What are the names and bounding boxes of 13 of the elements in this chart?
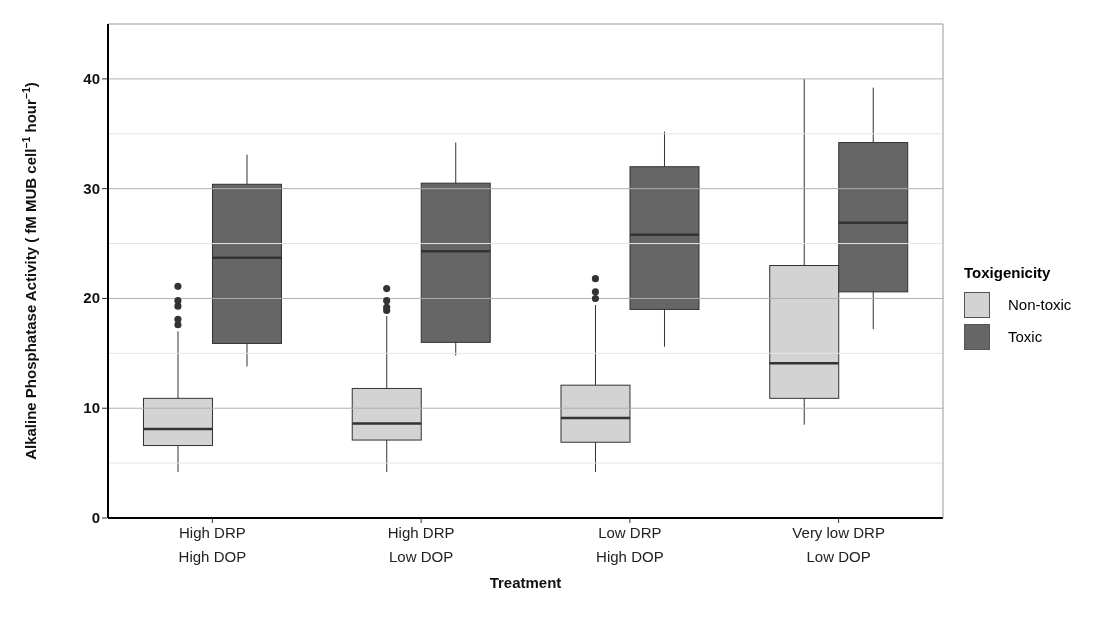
y-tick-label: 10 — [83, 399, 100, 417]
x-axis-title: Treatment — [489, 574, 562, 591]
x-tick-label: Very low DRP Low DOP — [792, 524, 885, 565]
legend-title: Toxigenicity — [964, 263, 1052, 281]
y-tick-label: 30 — [83, 179, 100, 197]
x-tick-label: Low DRP High DOP — [596, 524, 664, 565]
y-tick-label: 20 — [83, 289, 100, 307]
x-tick-label: High DRP High DOP — [178, 524, 247, 565]
x-tick-label: High DRP Low DOP — [387, 524, 455, 565]
legend-label: Toxic — [1008, 328, 1043, 345]
y-tick-label: 40 — [83, 69, 100, 87]
legend-label: Non-toxic — [1008, 296, 1072, 313]
y-tick-label: 0 — [91, 509, 100, 526]
